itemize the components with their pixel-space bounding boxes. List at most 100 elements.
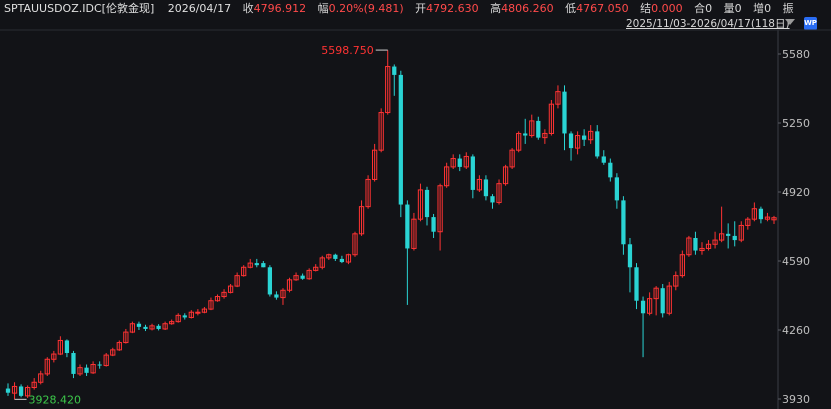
candle[interactable] (582, 129, 587, 146)
candle[interactable] (97, 361, 102, 369)
app-logo-icon[interactable]: WP (804, 17, 817, 30)
candle[interactable] (523, 118, 528, 144)
candle[interactable] (686, 235, 692, 257)
candle[interactable] (136, 321, 142, 330)
candle[interactable] (588, 125, 594, 144)
candle[interactable] (319, 255, 325, 270)
candle[interactable] (496, 179, 502, 205)
candle[interactable] (463, 152, 469, 169)
candle[interactable] (378, 108, 384, 153)
candle[interactable] (437, 183, 443, 251)
candle[interactable] (195, 309, 201, 316)
candle[interactable] (705, 240, 712, 251)
candle[interactable] (254, 258, 259, 268)
candle[interactable] (470, 154, 475, 199)
candle[interactable] (405, 200, 410, 305)
candle[interactable] (679, 250, 685, 278)
candle[interactable] (188, 310, 194, 319)
candle[interactable] (640, 296, 646, 358)
candle[interactable] (673, 271, 679, 291)
candle[interactable] (548, 100, 555, 136)
candle[interactable] (221, 289, 227, 299)
candle[interactable] (64, 339, 70, 358)
candle[interactable] (293, 272, 299, 281)
candle[interactable] (31, 378, 37, 390)
candle[interactable] (568, 131, 574, 161)
candle[interactable] (718, 206, 725, 243)
candle[interactable] (502, 164, 509, 186)
candle[interactable] (175, 313, 181, 323)
candle[interactable] (595, 125, 600, 159)
candle[interactable] (699, 242, 705, 255)
candle[interactable] (516, 131, 522, 153)
candle[interactable] (358, 200, 365, 236)
candle[interactable] (385, 50, 391, 115)
candle[interactable] (201, 307, 208, 314)
candle[interactable] (123, 328, 129, 344)
candle[interactable] (450, 154, 456, 169)
candle[interactable] (234, 272, 240, 288)
candle[interactable] (182, 313, 187, 320)
candle[interactable] (483, 175, 489, 201)
candle[interactable] (116, 340, 122, 351)
candle[interactable] (562, 85, 567, 151)
candle[interactable] (339, 255, 345, 264)
candle[interactable] (84, 364, 89, 377)
candle[interactable] (601, 150, 606, 165)
candle[interactable] (25, 385, 31, 398)
candle[interactable] (732, 221, 737, 247)
candle[interactable] (110, 347, 116, 357)
date-range-selector[interactable]: 2025/11/03-2026/04/17(118日) (626, 18, 790, 30)
candle[interactable] (129, 321, 136, 334)
candle[interactable] (90, 361, 96, 374)
candle[interactable] (365, 175, 371, 209)
candle[interactable] (38, 370, 44, 385)
candle[interactable] (306, 268, 312, 280)
candle[interactable] (57, 336, 64, 356)
candle[interactable] (627, 238, 633, 293)
candle[interactable] (286, 277, 293, 293)
candle[interactable] (764, 212, 771, 222)
candle[interactable] (143, 324, 148, 332)
candle[interactable] (267, 265, 273, 297)
candle[interactable] (345, 253, 352, 265)
candle[interactable] (77, 364, 83, 377)
chevron-down-icon[interactable] (785, 19, 795, 25)
candle[interactable] (536, 116, 541, 140)
candle[interactable] (398, 70, 403, 218)
candle[interactable] (712, 231, 718, 249)
candle[interactable] (214, 294, 221, 302)
candle[interactable] (646, 292, 653, 316)
candle[interactable] (411, 212, 417, 251)
candle[interactable] (529, 114, 535, 138)
candle[interactable] (614, 173, 619, 209)
candle[interactable] (300, 273, 305, 280)
candle[interactable] (653, 286, 659, 316)
candle[interactable] (162, 321, 168, 330)
candle[interactable] (169, 319, 175, 325)
candle[interactable] (313, 264, 319, 272)
candle[interactable] (758, 206, 764, 224)
candle[interactable] (333, 253, 338, 261)
candle[interactable] (608, 158, 613, 182)
candle[interactable] (509, 148, 515, 169)
candle[interactable] (476, 175, 483, 192)
candle[interactable] (660, 284, 665, 318)
candle[interactable] (103, 353, 109, 367)
candle[interactable] (51, 350, 57, 363)
candle[interactable] (372, 143, 378, 182)
candle[interactable] (771, 215, 777, 224)
candle[interactable] (751, 202, 757, 222)
candle[interactable] (574, 131, 581, 155)
candle[interactable] (424, 186, 430, 226)
candle[interactable] (156, 324, 161, 331)
candle[interactable] (634, 263, 639, 310)
candle[interactable] (431, 213, 436, 238)
candle[interactable] (490, 194, 495, 209)
candle[interactable] (5, 383, 11, 396)
candle[interactable] (227, 284, 234, 294)
candle[interactable] (274, 291, 279, 300)
candle[interactable] (693, 231, 698, 255)
candle[interactable] (326, 253, 332, 260)
